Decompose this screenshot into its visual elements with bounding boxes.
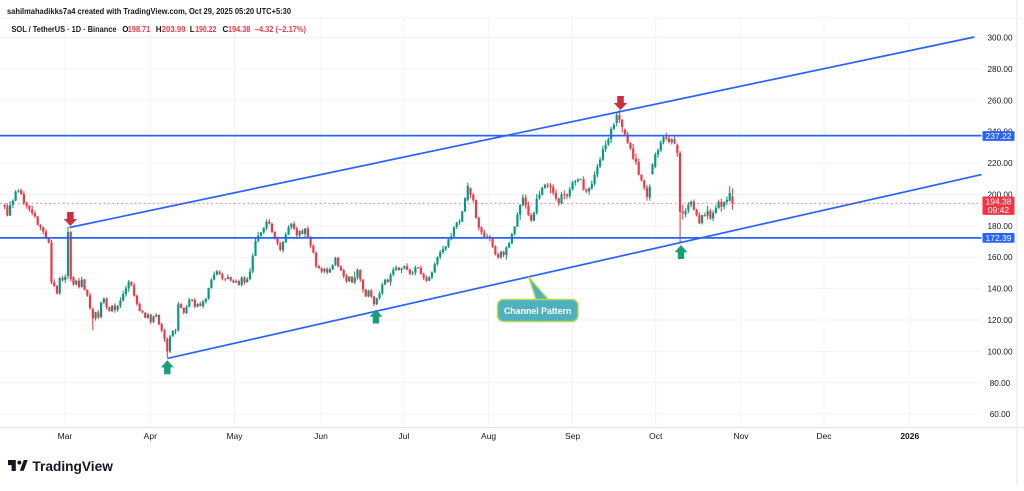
svg-text:2026: 2026: [900, 431, 919, 441]
svg-text:260.00: 260.00: [987, 96, 1012, 105]
svg-text:120.00: 120.00: [987, 316, 1012, 325]
svg-text:190.22: 190.22: [195, 25, 217, 34]
svg-text:237.22: 237.22: [986, 131, 1012, 141]
svg-text:60.00: 60.00: [990, 410, 1011, 419]
svg-text:100.00: 100.00: [987, 347, 1012, 356]
svg-text:220.00: 220.00: [987, 159, 1012, 168]
svg-text:300.00: 300.00: [987, 34, 1012, 43]
svg-text:Sep: Sep: [565, 431, 580, 441]
svg-text:09:42: 09:42: [988, 205, 1010, 215]
svg-text:180.00: 180.00: [987, 222, 1012, 231]
svg-text:May: May: [226, 431, 243, 441]
svg-text:Dec: Dec: [816, 431, 832, 441]
svg-text:L: L: [190, 25, 195, 34]
svg-text:200.00: 200.00: [987, 191, 1012, 200]
svg-text:H: H: [156, 25, 162, 34]
svg-text:198.71: 198.71: [128, 25, 151, 34]
svg-text:C: C: [223, 25, 229, 34]
svg-text:sahilmahadikks7a4 created with: sahilmahadikks7a4 created with TradingVi…: [7, 6, 291, 16]
svg-text:80.00: 80.00: [990, 379, 1011, 388]
svg-text:203.99: 203.99: [162, 25, 187, 34]
svg-text:Jul: Jul: [398, 431, 409, 441]
svg-text:160.00: 160.00: [987, 253, 1012, 262]
svg-text:Mar: Mar: [58, 431, 73, 441]
svg-text:Apr: Apr: [144, 431, 157, 441]
svg-text:O: O: [122, 25, 128, 34]
svg-text:Aug: Aug: [481, 431, 496, 441]
svg-text:172.39: 172.39: [986, 233, 1012, 243]
svg-text:TradingView: TradingView: [32, 459, 113, 474]
svg-text:Jun: Jun: [314, 431, 328, 441]
svg-text:Oct: Oct: [649, 431, 663, 441]
svg-text:Nov: Nov: [733, 431, 749, 441]
svg-text:194.38: 194.38: [986, 197, 1012, 207]
svg-text:−4.32 (−2.17%): −4.32 (−2.17%): [255, 25, 307, 34]
svg-text:140.00: 140.00: [987, 285, 1012, 294]
svg-text:SOL / TetherUS · 1D · Binance: SOL / TetherUS · 1D · Binance: [12, 25, 117, 34]
svg-text:Channel Pattern: Channel Pattern: [504, 306, 571, 316]
svg-text:194.38: 194.38: [228, 25, 251, 34]
svg-text:280.00: 280.00: [987, 65, 1012, 74]
